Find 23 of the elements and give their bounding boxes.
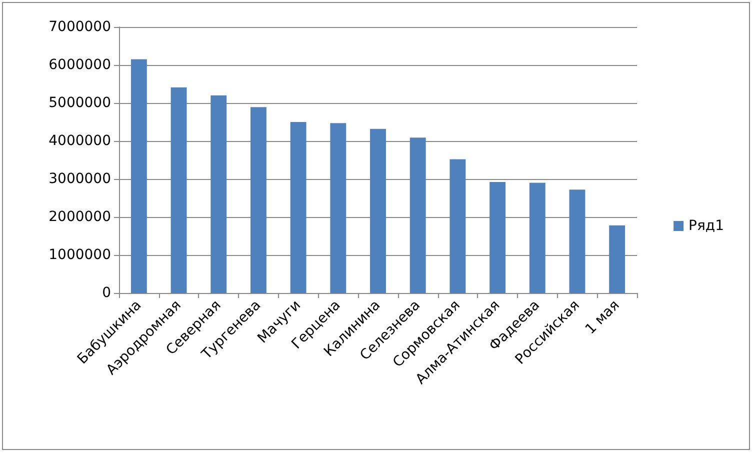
bar bbox=[529, 182, 546, 293]
bar bbox=[250, 107, 266, 293]
bar bbox=[609, 225, 626, 293]
y-tick-label: 4000000 bbox=[48, 133, 111, 149]
legend-label: Ряд1 bbox=[688, 218, 724, 234]
bar bbox=[490, 182, 506, 293]
y-tick-label: 1000000 bbox=[48, 247, 111, 263]
bar bbox=[330, 123, 346, 293]
y-tick-label: 0 bbox=[102, 285, 111, 301]
bar bbox=[210, 95, 227, 293]
y-tick-label: 2000000 bbox=[48, 209, 111, 225]
bar bbox=[410, 138, 426, 293]
y-tick-label: 7000000 bbox=[48, 19, 111, 35]
y-tick-label: 6000000 bbox=[48, 57, 111, 73]
bar bbox=[290, 122, 306, 293]
bar bbox=[450, 159, 466, 293]
x-tick-label: 1 мая bbox=[582, 297, 623, 338]
y-tick-label: 5000000 bbox=[48, 95, 111, 111]
bar bbox=[130, 59, 147, 293]
bar bbox=[370, 128, 386, 293]
bar bbox=[569, 190, 586, 293]
bar bbox=[170, 87, 187, 293]
y-tick-label: 3000000 bbox=[48, 171, 111, 187]
